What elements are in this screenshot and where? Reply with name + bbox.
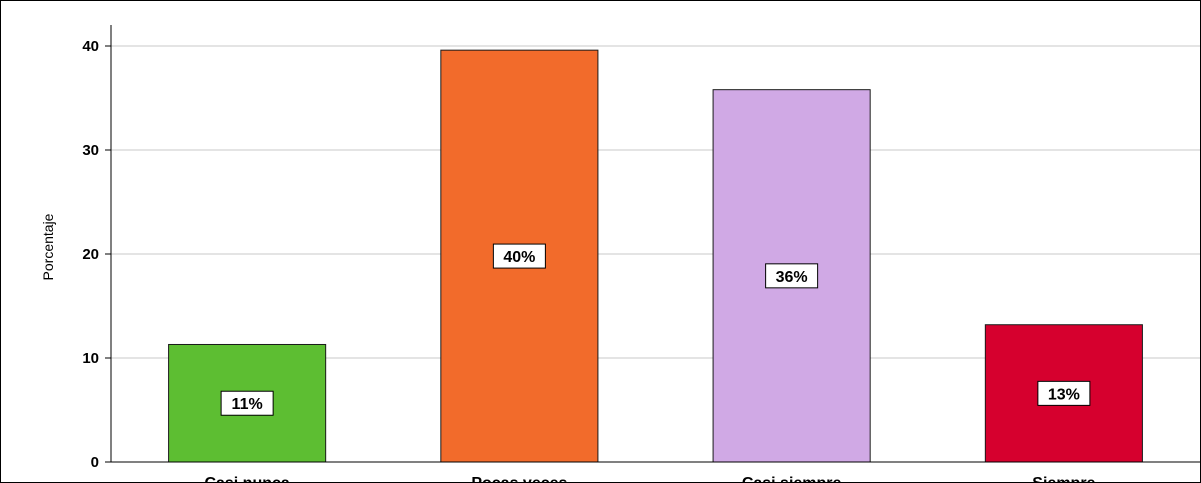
y-axis-title: Porcentaje: [40, 213, 56, 280]
y-tick-label: 20: [82, 246, 99, 263]
data-label-box: [765, 263, 819, 289]
data-label: 11%: [232, 396, 263, 413]
y-tick-labels: 0 10 20 30 40: [82, 38, 111, 471]
data-label-box: [492, 243, 546, 269]
data-label: 40%: [503, 249, 535, 266]
data-label-box: [1037, 380, 1091, 406]
x-category-label: Casi siempre: [742, 475, 842, 482]
y-tick-label: 40: [82, 38, 99, 55]
y-tick-label: 30: [82, 142, 99, 159]
x-category-label: Pocas veces: [471, 475, 567, 482]
data-label: 13%: [1048, 386, 1080, 403]
x-category-label: Siempre: [1032, 475, 1095, 482]
x-category-label: Casi nunca: [204, 475, 289, 482]
y-tick-label: 10: [82, 350, 99, 367]
bars: [168, 49, 1143, 463]
data-label-box: [220, 390, 274, 416]
y-tick-label: 0: [91, 454, 99, 471]
x-category-labels: Casi nunca Pocas veces Casi siempre Siempre: [204, 475, 1095, 482]
gridlines: [111, 45, 1200, 359]
data-label: 36%: [776, 269, 808, 286]
axes: [110, 25, 1200, 463]
data-labels: 11% 40% 36% 13%: [220, 243, 1091, 416]
